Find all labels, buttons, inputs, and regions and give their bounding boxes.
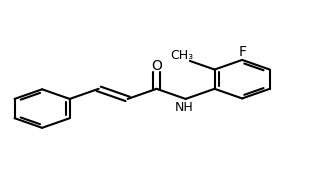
Text: NH: NH	[175, 101, 193, 114]
Text: CH₃: CH₃	[171, 49, 194, 62]
Text: F: F	[238, 45, 246, 59]
Text: O: O	[151, 59, 162, 73]
